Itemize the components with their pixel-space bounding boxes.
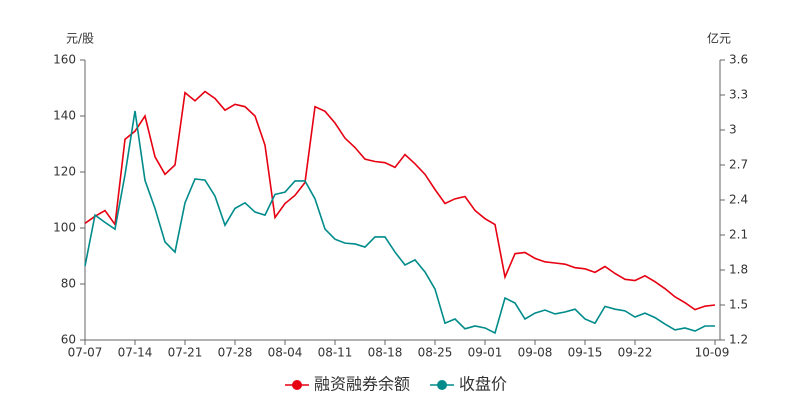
y-tick-label: 80 xyxy=(61,277,76,291)
y-axis-unit: 元/股 xyxy=(66,32,94,46)
x-tick-label: 08-11 xyxy=(318,346,353,360)
x-tick-label: 07-07 xyxy=(68,346,103,360)
y-tick-label: 120 xyxy=(53,165,76,179)
y2-tick-label: 1.5 xyxy=(729,298,748,312)
legend-label: 收盘价 xyxy=(459,375,507,394)
series-line xyxy=(84,110,715,335)
x-tick-label: 09-08 xyxy=(518,346,553,360)
x-tick-label: 07-21 xyxy=(168,346,203,360)
legend-marker xyxy=(437,380,448,390)
y-tick-label: 60 xyxy=(61,333,76,347)
legend-marker xyxy=(292,380,302,390)
legend-label: 融资融券余额 xyxy=(314,375,410,394)
y2-tick-label: 1.8 xyxy=(729,263,748,277)
x-tick-label: 07-14 xyxy=(118,346,153,360)
y-tick-label: 160 xyxy=(53,53,76,67)
x-tick-label: 08-04 xyxy=(268,346,303,360)
y2-tick-label: 2.4 xyxy=(729,193,748,207)
x-tick-label: 07-28 xyxy=(218,346,253,360)
y2-tick-label: 3 xyxy=(729,123,737,137)
y2-tick-label: 1.2 xyxy=(729,333,748,347)
x-tick-label: 09-01 xyxy=(468,346,503,360)
y2-axis-unit: 亿元 xyxy=(707,31,731,46)
y2-tick-label: 2.7 xyxy=(729,158,748,172)
y2-tick-label: 2.1 xyxy=(729,228,748,242)
legend-item[interactable]: 融资融券余额 xyxy=(285,375,410,394)
x-tick-label: 09-15 xyxy=(568,346,603,360)
x-tick-label: 08-25 xyxy=(418,346,453,360)
y-tick-label: 140 xyxy=(53,109,76,123)
legend-item[interactable]: 收盘价 xyxy=(430,375,507,394)
y2-tick-label: 3.3 xyxy=(729,88,748,102)
series-line xyxy=(84,90,716,311)
x-tick-label: 08-18 xyxy=(368,346,403,360)
y-tick-label: 100 xyxy=(53,221,76,235)
x-tick-label: 10-09 xyxy=(695,346,730,360)
y2-tick-label: 3.6 xyxy=(729,53,748,67)
x-tick-label: 09-22 xyxy=(618,346,653,360)
